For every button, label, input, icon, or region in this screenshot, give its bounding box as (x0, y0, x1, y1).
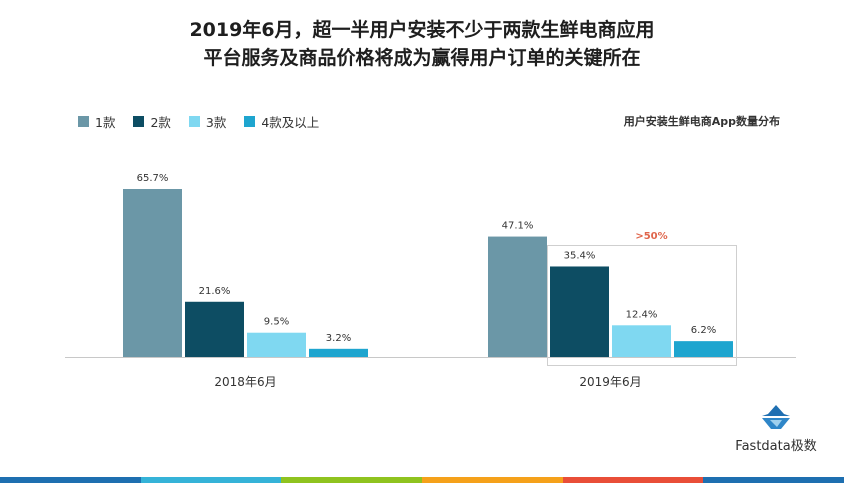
chart-title: 2019年6月，超一半用户安装不少于两款生鲜电商应用 平台服务及商品价格将成为赢… (0, 16, 844, 72)
bar-2-group-2 (550, 266, 609, 357)
legend-item-2: 2款 (133, 112, 171, 131)
bar-1-group-1 (123, 189, 182, 357)
bar-3-group-1 (247, 332, 306, 357)
data-label-3-group-1: 9.5% (264, 317, 289, 328)
legend-swatch-4 (244, 115, 256, 127)
legend-label-1: 1款 (95, 114, 116, 130)
legend-swatch-1 (78, 115, 89, 127)
data-label-1-group-1: 65.7% (137, 173, 169, 184)
bar-3-group-2 (612, 325, 671, 357)
data-label-3-group-2: 12.4% (626, 309, 658, 320)
data-label-2-group-2: 35.4% (564, 250, 596, 261)
x-tick-label-2: 2019年6月 (579, 375, 641, 389)
logo: Fastdata极数 (726, 404, 826, 456)
legend-item-1: 1款 (78, 112, 115, 131)
legend: 1款 2款 3款 4款及以上 (78, 112, 337, 131)
legend-label-4: 4款及以上 (261, 114, 320, 130)
legend-swatch-3 (188, 115, 200, 127)
data-label-2-group-1: 21.6% (199, 286, 231, 297)
legend-label-2: 2款 (150, 114, 171, 130)
x-tick-label-1: 2018年6月 (214, 375, 276, 389)
annotation-box (547, 245, 737, 366)
title-line-2: 平台服务及商品价格将成为赢得用户订单的关键所在 (203, 47, 641, 69)
legend-label-3: 3款 (205, 114, 227, 130)
annotation-label: >50% (635, 231, 667, 242)
legend-item-3: 3款 (188, 112, 227, 131)
chart-subtitle: 用户安装生鲜电商App数量分布 (623, 115, 780, 128)
iceberg-logo-icon (762, 405, 790, 429)
bar-4-group-1 (309, 348, 368, 357)
bar-2-group-1 (185, 301, 244, 357)
legend-item-4: 4款及以上 (244, 112, 319, 131)
bar-1-group-2 (488, 236, 547, 357)
footer-color-strip (0, 477, 844, 483)
data-label-4-group-1: 3.2% (326, 333, 351, 344)
legend-swatch-2 (133, 115, 145, 127)
logo-text: Fastdata极数 (735, 439, 817, 454)
title-line-1: 2019年6月，超一半用户安装不少于两款生鲜电商应用 (189, 19, 655, 41)
data-label-1-group-2: 47.1% (502, 221, 534, 232)
bar-4-group-2 (674, 341, 733, 357)
data-label-4-group-2: 6.2% (691, 325, 716, 336)
